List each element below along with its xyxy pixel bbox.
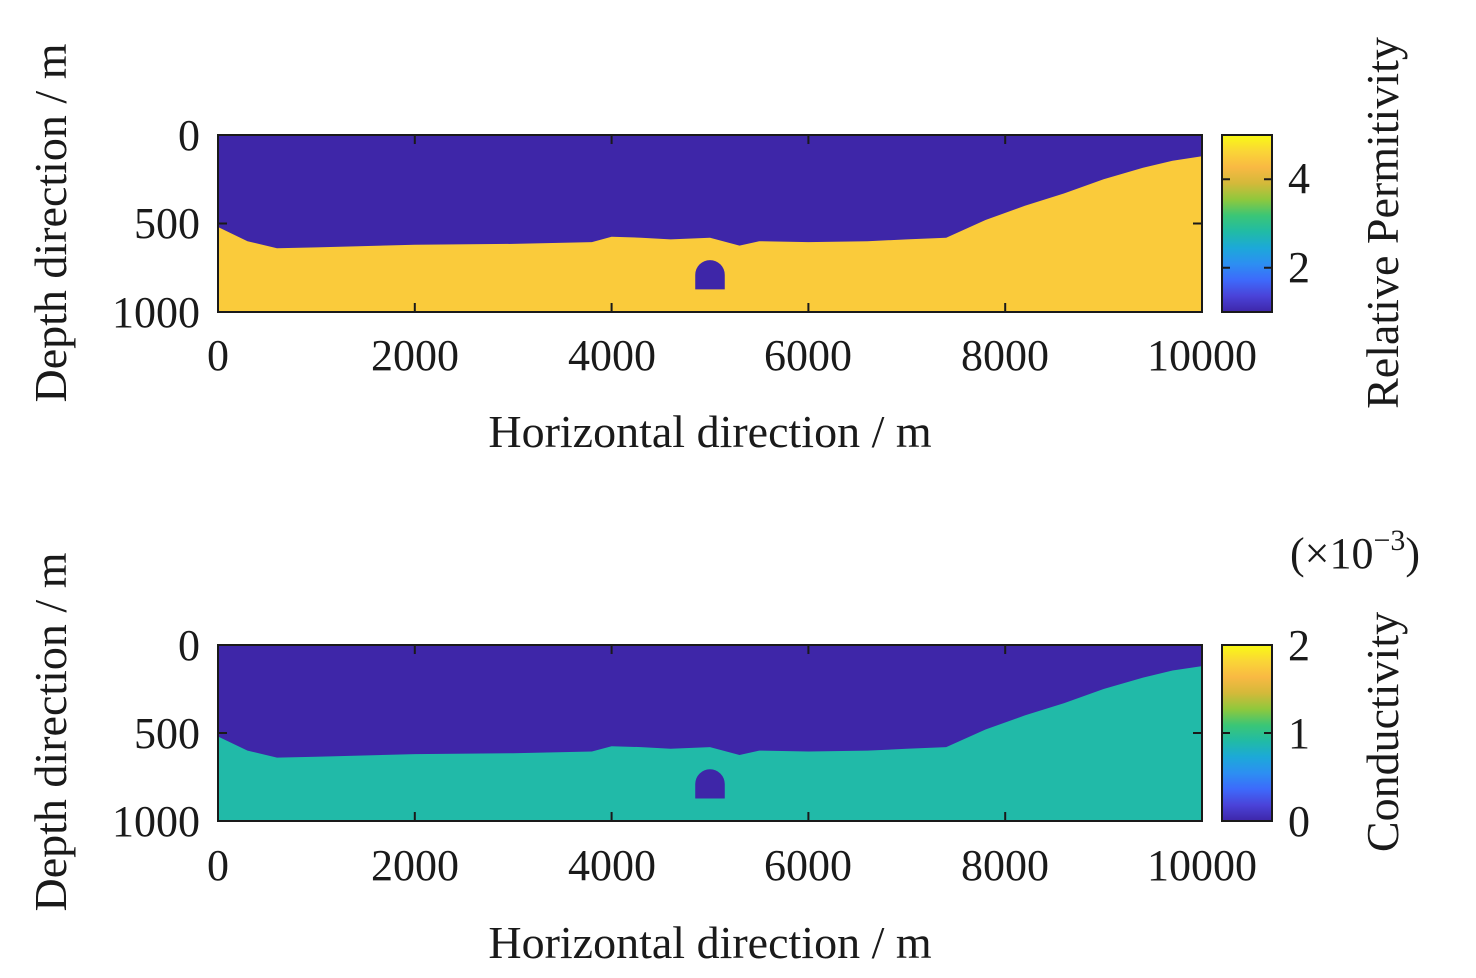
lower-layer bbox=[218, 156, 1202, 312]
x-tick-label: 6000 bbox=[764, 841, 852, 890]
exponent-suffix: ) bbox=[1405, 529, 1420, 578]
colorbar-ticks bbox=[1222, 644, 1272, 822]
colorbar-exponent: (×10−3) bbox=[1290, 524, 1420, 578]
y-tick-label: 0 bbox=[178, 111, 200, 160]
x-tick-label: 2000 bbox=[371, 331, 459, 380]
exponent-prefix: (×10 bbox=[1290, 529, 1373, 578]
y-ticks bbox=[218, 134, 1202, 313]
x-tick-label: 4000 bbox=[568, 841, 656, 890]
y-ticks bbox=[218, 644, 1202, 822]
x-tick-label: 0 bbox=[207, 331, 229, 380]
y-tick-label: 500 bbox=[134, 199, 200, 248]
colorbar-gradient bbox=[1221, 134, 1273, 313]
x-tick-label: 10000 bbox=[1147, 331, 1257, 380]
y-tick-label: 1000 bbox=[112, 288, 200, 337]
x-axis-label: Horizontal direction / m bbox=[488, 406, 931, 457]
colorbar-tick-label: 2 bbox=[1288, 621, 1310, 670]
x-tick-label: 8000 bbox=[961, 331, 1049, 380]
x-ticks bbox=[217, 645, 1203, 821]
y-tick-labels: 0 500 1000 bbox=[112, 621, 200, 846]
y-tick-label: 500 bbox=[134, 709, 200, 758]
exponent-power: −3 bbox=[1373, 524, 1405, 557]
x-ticks bbox=[217, 135, 1203, 312]
colorbar-tick-label: 4 bbox=[1288, 154, 1310, 203]
x-tick-labels: 0 2000 4000 6000 8000 10000 bbox=[207, 331, 1257, 380]
colorbar-ticks bbox=[1222, 178, 1272, 269]
colorbar: 4 2 Relative Permitivity bbox=[1221, 37, 1408, 409]
x-tick-label: 4000 bbox=[568, 331, 656, 380]
x-tick-label: 10000 bbox=[1147, 841, 1257, 890]
colorbar-tick-label: 2 bbox=[1288, 243, 1310, 292]
colorbar-label: Conductivity bbox=[1357, 612, 1408, 852]
x-tick-label: 2000 bbox=[371, 841, 459, 890]
x-tick-label: 6000 bbox=[764, 331, 852, 380]
y-axis-label: Depth direction / m bbox=[25, 43, 76, 402]
x-axis-label: Horizontal direction / m bbox=[488, 917, 931, 968]
cavity bbox=[695, 769, 725, 799]
colorbar-tick-label: 1 bbox=[1288, 709, 1310, 758]
colorbar-label: Relative Permitivity bbox=[1357, 37, 1408, 409]
x-tick-label: 0 bbox=[207, 841, 229, 890]
colorbar-tick-label: 0 bbox=[1288, 797, 1310, 846]
lower-layer bbox=[218, 666, 1202, 821]
y-tick-label: 0 bbox=[178, 621, 200, 670]
cavity bbox=[695, 260, 725, 290]
x-tick-labels: 0 2000 4000 6000 8000 10000 bbox=[207, 841, 1257, 890]
y-tick-label: 1000 bbox=[112, 797, 200, 846]
permittivity-panel: Depth direction / m 0 2000 4000 6000 800… bbox=[25, 37, 1408, 457]
plot-area bbox=[217, 644, 1203, 822]
y-tick-labels: 0 500 1000 bbox=[112, 111, 200, 337]
x-tick-label: 8000 bbox=[961, 841, 1049, 890]
plot-area bbox=[217, 134, 1203, 313]
colorbar: 2 1 0 Conductivity (×10−3) bbox=[1221, 524, 1420, 852]
conductivity-panel: Depth direction / m 0 2000 4000 6000 800… bbox=[25, 524, 1420, 968]
y-axis-label: Depth direction / m bbox=[25, 552, 76, 911]
